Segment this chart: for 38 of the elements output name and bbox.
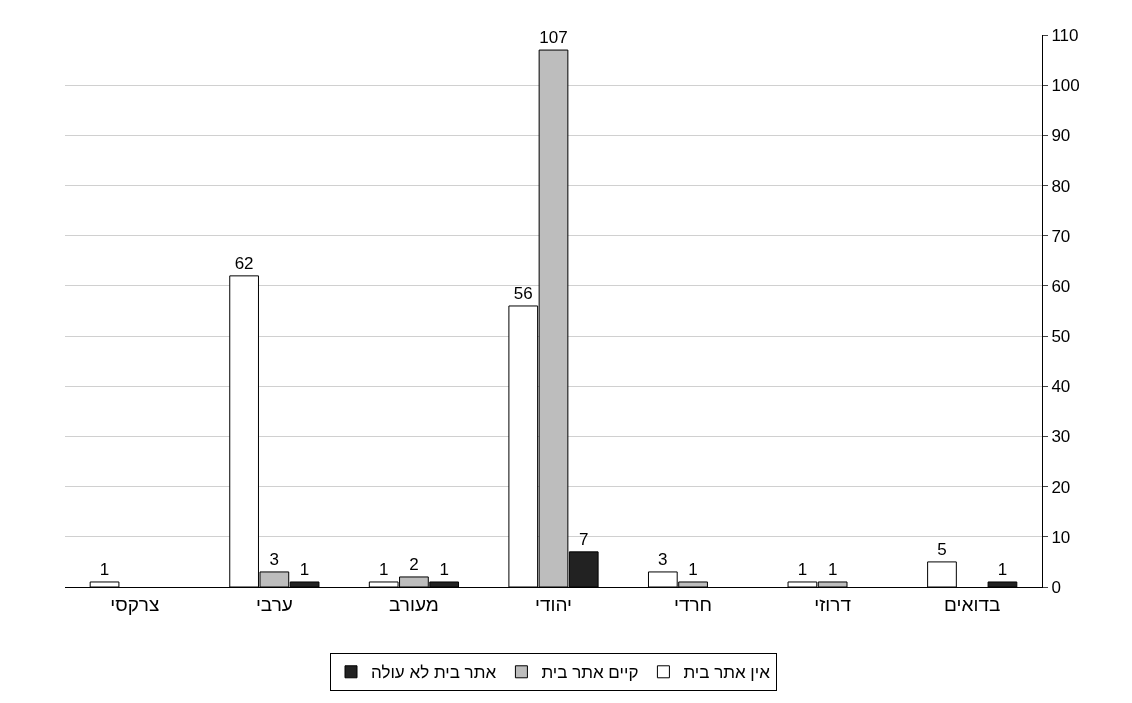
x-tick-label: מעורב [389,593,439,615]
data-label: 1 [688,559,698,579]
data-label: 1 [797,559,808,579]
data-label: 2 [409,554,419,574]
y-tick-label: 70 [1051,226,1071,246]
x-tick-label: ערבי [255,593,293,615]
y-tick-label: 90 [1051,126,1071,146]
y-tick-label: 50 [1051,327,1071,347]
y-tick-label: 60 [1051,276,1071,296]
y-tick-label: 0 [1051,577,1061,597]
data-label: 7 [579,529,589,549]
y-tick-label: 30 [1051,427,1071,447]
data-label: 1 [378,559,389,579]
x-tick-label: צרקסי [110,593,160,615]
x-tick-label: חרדי [674,593,713,615]
legend-label: קיים אתר בית [541,663,639,683]
data-label: 3 [269,549,280,569]
data-label: 5 [937,539,947,559]
x-tick-label: יהודי [535,593,572,615]
legend-label: אתר בית לא עולה [371,663,497,683]
data-label: 56 [513,283,533,303]
data-label: 107 [539,28,568,48]
legend-label: אין אתר בית [683,663,771,683]
y-tick-label: 100 [1051,76,1080,96]
x-tick-label: בדואים [944,593,1001,615]
x-tick-label: דרוזי [814,593,852,615]
data-label: 1 [997,559,1008,579]
data-label: 1 [299,559,310,579]
data-label: 3 [658,549,668,569]
y-tick-label: 10 [1051,527,1071,547]
y-tick-label: 80 [1051,176,1071,196]
y-tick-label: 40 [1051,377,1071,397]
y-tick-label: 110 [1051,25,1079,45]
data-label: 1 [439,559,449,579]
data-label: 1 [827,559,838,579]
y-tick-label: 20 [1051,477,1071,497]
data-label: 1 [99,559,110,579]
data-label: 62 [234,253,254,273]
